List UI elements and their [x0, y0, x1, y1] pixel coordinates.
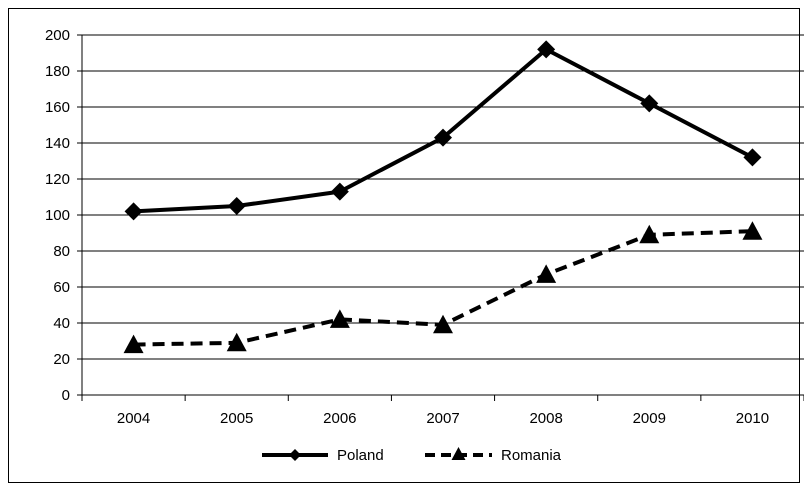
y-tick-label: 140	[45, 135, 70, 152]
data-point	[433, 314, 453, 334]
x-tick-label: 2010	[736, 410, 769, 427]
data-point	[330, 182, 349, 201]
data-point	[227, 197, 246, 215]
y-tick-label: 20	[53, 351, 70, 368]
legend-marker	[289, 449, 301, 461]
chart-frame	[8, 8, 800, 483]
data-point	[329, 309, 350, 328]
y-tick-label: 200	[45, 27, 70, 44]
x-tick-label: 2008	[529, 410, 562, 427]
x-tick-labels: 2004 2005 2006 2007 2008 2009 2010	[117, 410, 769, 427]
y-tick-label: 180	[45, 63, 70, 80]
y-tick-label: 40	[53, 315, 70, 332]
y-tick-label: 60	[53, 279, 70, 296]
data-point	[639, 224, 660, 244]
y-tick-label: 160	[45, 99, 70, 116]
data-point	[434, 128, 452, 147]
gridlines	[82, 34, 804, 360]
data-point	[537, 40, 556, 59]
legend-item-romania: Romania	[425, 447, 562, 464]
series-group	[123, 40, 763, 354]
x-tick-label: 2006	[323, 410, 356, 427]
legend-item-poland: Poland	[262, 447, 384, 464]
y-tick-label: 120	[45, 171, 70, 188]
data-point	[640, 94, 659, 113]
x-tick-label: 2005	[220, 410, 253, 427]
x-tick-label: 2007	[426, 410, 459, 427]
legend-label: Romania	[501, 447, 562, 464]
data-point	[124, 202, 143, 221]
legend: Poland Romania	[262, 447, 562, 464]
data-point	[742, 221, 763, 240]
axes	[77, 34, 804, 401]
series-romania	[123, 221, 763, 354]
x-tick-label: 2004	[117, 410, 150, 427]
data-point	[123, 334, 144, 354]
y-tick-label: 0	[62, 387, 70, 404]
series-poland	[124, 40, 762, 221]
y-tick-label: 100	[45, 207, 70, 224]
data-point	[536, 264, 557, 283]
legend-label: Poland	[337, 447, 384, 464]
legend-marker	[451, 447, 466, 460]
y-tick-label: 80	[53, 243, 70, 260]
y-tick-labels: 0 20 40 60 80 100 120 140 160 180 200	[45, 27, 70, 404]
data-point	[226, 332, 247, 352]
data-point	[743, 148, 762, 167]
x-tick-label: 2009	[633, 410, 666, 427]
